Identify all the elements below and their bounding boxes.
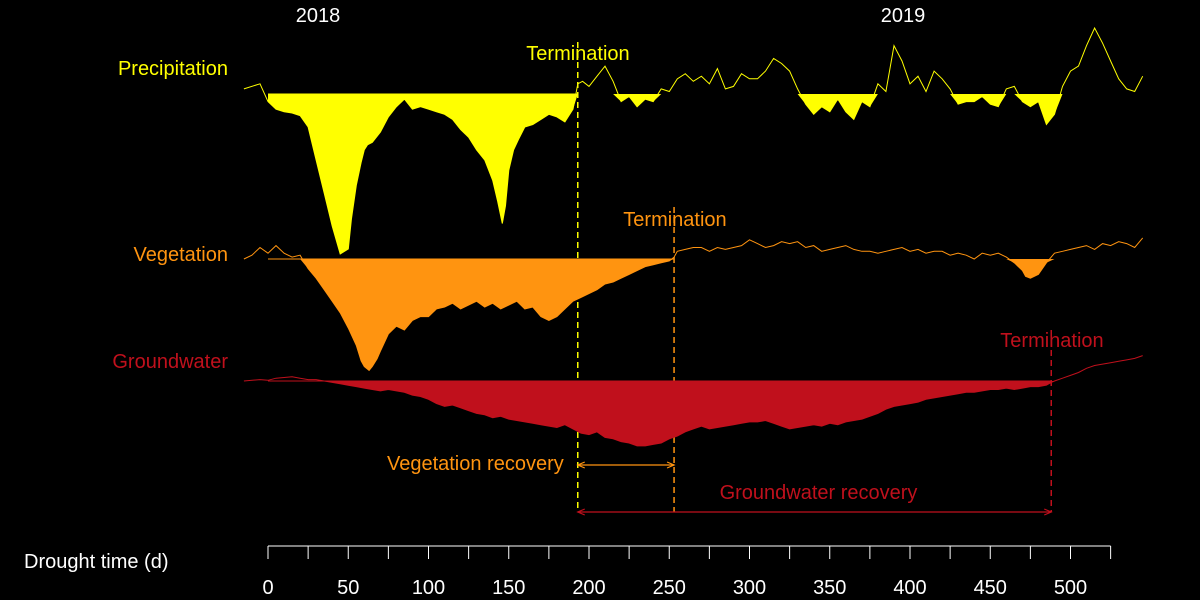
x-axis: Drought time (d) 0 50 100 150 200 250 300 350 40… bbox=[24, 545, 1112, 599]
x-tick-label: 0 bbox=[262, 577, 273, 599]
series-layer: Precipitation Termination Vegetation Termin… bbox=[112, 26, 1144, 512]
x-tick-label: 450 bbox=[974, 577, 1007, 599]
precipitation-label: Precipitation bbox=[118, 58, 228, 80]
x-tick-label: 150 bbox=[492, 577, 525, 599]
vegetation-label: Vegetation bbox=[133, 244, 228, 266]
x-tick-label: 400 bbox=[893, 577, 926, 599]
groundwater-recovery-arrow-end bbox=[1044, 508, 1053, 516]
x-tick-label: 50 bbox=[337, 577, 359, 599]
groundwater-recovery-label: Groundwater recovery bbox=[720, 482, 918, 504]
vegetation-recovery-arrow-start bbox=[576, 461, 586, 469]
groundwater-series: Groundwater Termination bbox=[112, 330, 1143, 512]
year-label-2019: 2019 bbox=[881, 5, 926, 27]
groundwater-line bbox=[243, 355, 1143, 447]
vegetation-recovery-arrow-end bbox=[666, 461, 676, 469]
annotation-layer: Vegetation recovery Groundwater recovery bbox=[387, 453, 1053, 516]
vegetation-line bbox=[243, 237, 1144, 372]
precipitation-line bbox=[243, 26, 1144, 255]
x-axis-label: Drought time (d) bbox=[24, 551, 169, 573]
x-tick-label: 300 bbox=[733, 577, 766, 599]
groundwater-recovery-span: Groundwater recovery bbox=[576, 482, 1053, 516]
x-tick-label: 250 bbox=[653, 577, 686, 599]
vegetation-recovery-span: Vegetation recovery bbox=[387, 453, 676, 475]
groundwater-label: Groundwater bbox=[112, 351, 228, 373]
precipitation-termination-label: Termination bbox=[526, 43, 629, 65]
groundwater-recovery-arrow-start bbox=[576, 508, 586, 516]
groundwater-termination-label: Termination bbox=[1000, 330, 1103, 352]
groundwater-deficit-area bbox=[268, 381, 1143, 446]
vegetation-recovery-label: Vegetation recovery bbox=[387, 453, 564, 475]
x-tick-label: 200 bbox=[572, 577, 605, 599]
year-labels: 2018 2019 bbox=[296, 5, 926, 27]
x-tick-label: 350 bbox=[813, 577, 846, 599]
vegetation-series: Vegetation Termination bbox=[133, 207, 1144, 512]
x-tick-label: 500 bbox=[1054, 577, 1087, 599]
vegetation-deficit-area bbox=[268, 259, 1143, 371]
year-label-2018: 2018 bbox=[296, 5, 341, 27]
precipitation-deficit-area bbox=[268, 94, 1143, 254]
x-tick-label: 100 bbox=[412, 577, 445, 599]
vegetation-termination-label: Termination bbox=[623, 209, 726, 231]
